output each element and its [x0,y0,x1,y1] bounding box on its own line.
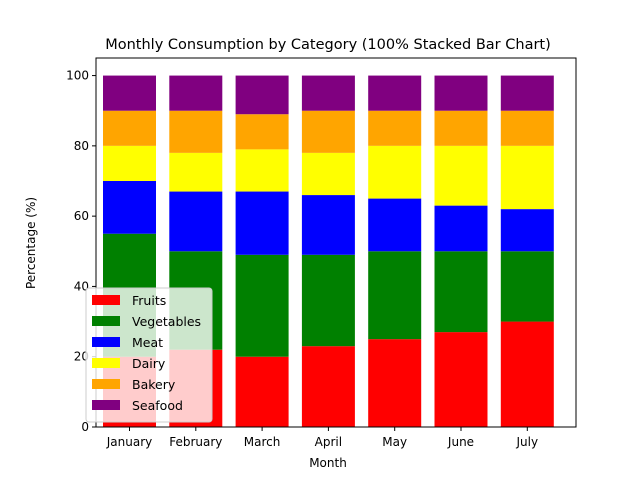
legend-label-bakery: Bakery [132,377,176,392]
bar-seafood-march [235,75,289,115]
y-tick-label: 80 [74,139,89,153]
bar-seafood-february [169,75,223,111]
chart-title: Monthly Consumption by Category (100% St… [105,37,551,53]
legend-label-seafood: Seafood [132,398,183,413]
bar-seafood-july [500,75,554,111]
bar-meat-june [434,205,488,252]
bar-vegetables-march [235,254,289,357]
bar-meat-february [169,191,223,252]
bar-fruits-july [500,321,554,427]
legend-swatch-fruits [92,295,120,305]
bar-fruits-april [301,346,355,427]
bar-dairy-april [301,152,355,196]
y-tick-label: 40 [74,279,89,293]
bar-seafood-april [301,75,355,111]
plot-frame [95,57,577,428]
legend-label-fruits: Fruits [132,293,166,308]
legend-swatch-meat [92,337,120,347]
x-tick-label: March [244,435,281,449]
legend-swatch-dairy [92,358,120,368]
x-tick-label: July [516,435,539,449]
bar-dairy-january [103,145,156,181]
legend-label-vegetables: Vegetables [132,314,201,329]
bar-bakery-march [235,114,289,150]
bar-bakery-may [368,110,422,146]
legend-label-dairy: Dairy [132,356,166,371]
bar-dairy-june [434,145,488,206]
y-tick-label: 20 [74,350,89,364]
legend-swatch-bakery [92,379,120,389]
legend-label-meat: Meat [132,335,163,350]
bar-bakery-june [434,110,488,146]
bar-meat-january [103,181,156,234]
bar-vegetables-july [500,251,554,322]
y-tick-label: 60 [74,209,89,223]
bar-dairy-may [368,145,422,199]
legend: Fruits Vegetables Meat Dairy Bakery Seafood [85,287,213,423]
x-tick-label: January [106,435,153,449]
bar-seafood-may [368,75,422,111]
bar-dairy-march [235,149,289,192]
y-tick-label: 100 [66,69,89,83]
x-tick-label: June [447,435,474,449]
x-tick-label: February [169,435,222,449]
legend-swatch-vegetables [92,316,120,326]
bar-vegetables-april [301,254,355,347]
bar-seafood-june [434,75,488,111]
bar-seafood-january [103,75,156,111]
bar-fruits-march [235,356,289,427]
y-tick-label: 0 [81,420,89,434]
x-axis-label: Month [309,456,347,470]
bar-dairy-february [169,152,223,192]
bar-dairy-july [500,145,554,210]
bar-fruits-may [368,339,422,427]
bar-bakery-january [103,110,156,146]
bar-meat-may [368,198,422,252]
bar-vegetables-june [434,251,488,333]
bar-meat-march [235,191,289,255]
bar-bakery-april [301,110,355,153]
bar-bakery-february [169,110,223,153]
y-axis-label: Percentage (%) [24,197,38,289]
bar-meat-april [301,195,355,255]
axes-layer: 0 20 40 60 80 100 January February March April May… [66,57,577,449]
legend-swatch-seafood [92,400,120,410]
bar-fruits-june [434,332,488,427]
bar-bakery-july [500,110,554,146]
x-tick-label: May [382,435,407,449]
bar-vegetables-may [368,251,422,340]
x-tick-label: April [315,435,342,449]
bar-meat-july [500,209,554,252]
